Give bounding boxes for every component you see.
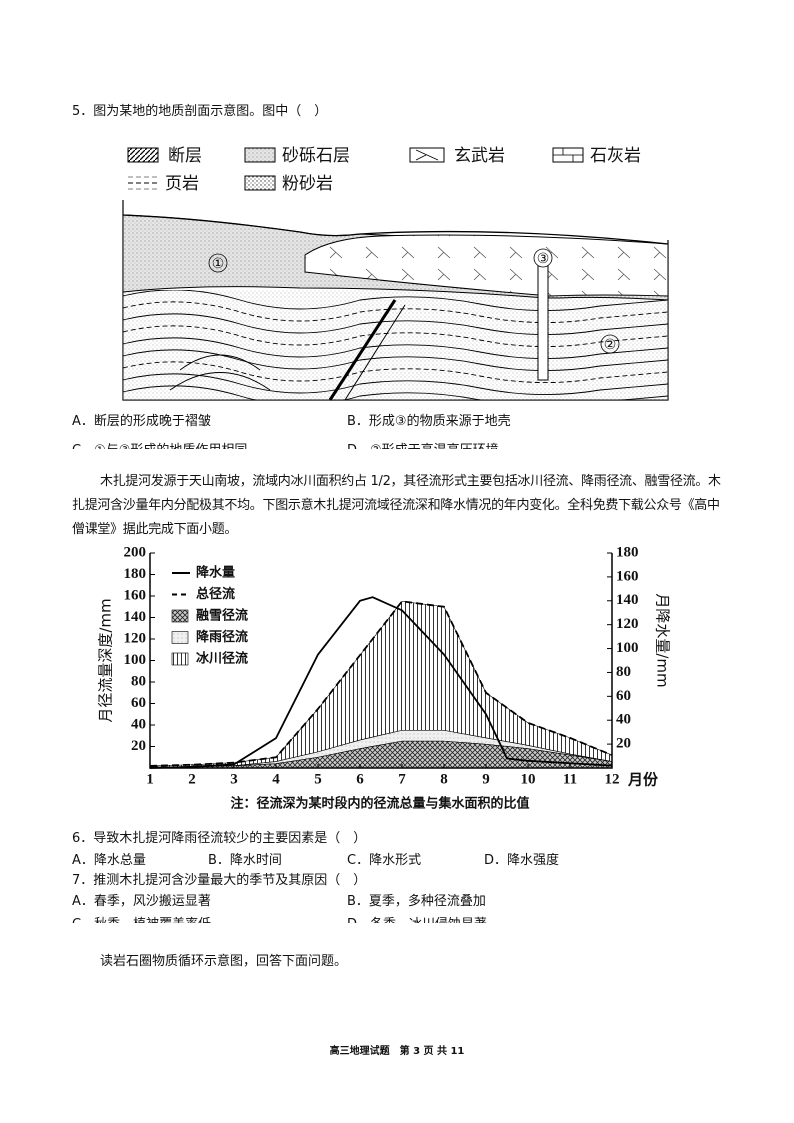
option: D．②形成于高温高压环境 (347, 439, 499, 449)
line (149, 596, 613, 769)
x-tick-label: 7 (398, 771, 406, 787)
y-tick-label: 120 (124, 630, 147, 646)
option: C．秋季，植被覆盖率低 (72, 913, 211, 923)
y-tick-label: 100 (124, 652, 147, 668)
option: A．降水总量 (72, 853, 146, 868)
x-tick-label: 11 (563, 771, 577, 787)
option: C．降水形式 (347, 853, 422, 868)
y-axis-label: 月径流量深度/mm (97, 598, 115, 722)
x-tick-label: 9 (482, 771, 490, 787)
legend-label: 降水量 (196, 565, 235, 581)
x-axis-label: 月份 (627, 771, 659, 789)
x-tick-label: 5 (314, 771, 322, 787)
line (149, 600, 613, 767)
y2-tick-label: 140 (616, 592, 639, 608)
y-tick-label: 20 (131, 738, 146, 754)
clipped-row: C．①与③形成的地质作用相同 (72, 439, 372, 449)
passage: 木扎提河发源于天山南坡，流域内冰川面积约占 1/2，其径流形式主要包括冰川径流、… (72, 474, 721, 537)
instruction: 读岩石圈物质循环示意图，回答下面问题。 (100, 954, 348, 969)
y-tick-label: 40 (131, 716, 146, 732)
geo-label: ① (212, 256, 225, 272)
y-tick-label: 60 (131, 695, 146, 711)
geo-legend-label: 砂砾石层 (282, 146, 350, 166)
legend-label: 总径流 (196, 586, 235, 602)
geo-legend-label: 断层 (168, 146, 202, 166)
y-tick-label: 200 (124, 544, 147, 560)
x-tick-label: 2 (188, 771, 196, 787)
y2-tick-label: 100 (616, 640, 639, 656)
y2-tick-label: 80 (616, 664, 631, 680)
x-tick-label: 4 (272, 771, 280, 787)
option: B．降水时间 (208, 853, 282, 868)
option: A．春季，风沙搬运显著 (72, 894, 211, 909)
x-tick-label: 6 (356, 771, 364, 787)
x-tick-label: 8 (440, 771, 448, 787)
y-tick-label: 80 (131, 673, 146, 689)
question-stem: 5．图为某地的地质剖面示意图。图中（ ） (72, 104, 328, 119)
geo-legend-label: 粉砂岩 (282, 174, 333, 194)
y2-axis-label: 月降水量/mm (654, 593, 672, 687)
option: A．断层的形成晚于褶皱 (72, 414, 211, 429)
legend-swatch (171, 631, 189, 644)
y-tick-label: 160 (124, 587, 147, 603)
y2-tick-label: 20 (616, 736, 631, 752)
y2-tick-label: 120 (616, 616, 639, 632)
option: C．①与③形成的地质作用相同 (72, 439, 247, 449)
legend-swatch (171, 609, 189, 623)
geo-legend-label: 玄武岩 (454, 146, 505, 166)
y2-tick-label: 60 (616, 688, 631, 704)
geo-legend-label: 页岩 (165, 174, 199, 194)
clipped-row: D．冬季，冰川侵蚀显著 (347, 913, 647, 923)
x-tick-label: 3 (230, 771, 238, 787)
y2-tick-label: 180 (616, 544, 639, 560)
x-tick-label: 10 (521, 771, 536, 787)
clipped-row: D．②形成于高温高压环境 (347, 439, 647, 449)
clipped-row: C．秋季，植被覆盖率低 (72, 913, 372, 923)
geo-section (122, 200, 669, 401)
chart: 20 40 60 80 100 120 140 160 180 200 20 40 60 80 100 120… (97, 544, 672, 811)
geo-label: ② (604, 337, 617, 353)
geo-legend-label: 石灰岩 (590, 146, 641, 166)
geo-legend-icons (127, 147, 584, 191)
x-tick-label: 12 (605, 771, 620, 787)
legend-label: 融雪径流 (196, 608, 248, 624)
x-tick-label: 1 (146, 771, 154, 787)
option: B．夏季，多种径流叠加 (347, 894, 486, 909)
chart-note: 注：径流深为某时段内的径流总量与集水面积的比值 (230, 796, 529, 812)
legend-label: 降雨径流 (196, 629, 248, 645)
y2-tick-label: 160 (616, 568, 639, 584)
footer: 高三地理试题 第 3 页 共 11 (329, 1046, 465, 1057)
option: D．冬季，冰川侵蚀显著 (347, 913, 487, 923)
y2-tick-label: 40 (616, 712, 631, 728)
y-tick-label: 180 (124, 566, 147, 582)
option: D．降水强度 (484, 853, 560, 868)
question-stem: 6．导致木扎提河降雨径流较少的主要因素是（ ） (72, 831, 367, 846)
option: B．形成③的物质来源于地壳 (347, 414, 511, 429)
legend-label: 冰川径流 (196, 651, 248, 667)
question-stem: 7．推测木扎提河含沙量最大的季节及其原因（ ） (72, 873, 367, 888)
legend-swatch (171, 652, 189, 666)
geo-label: ③ (537, 251, 550, 267)
y-tick-label: 140 (124, 609, 147, 625)
